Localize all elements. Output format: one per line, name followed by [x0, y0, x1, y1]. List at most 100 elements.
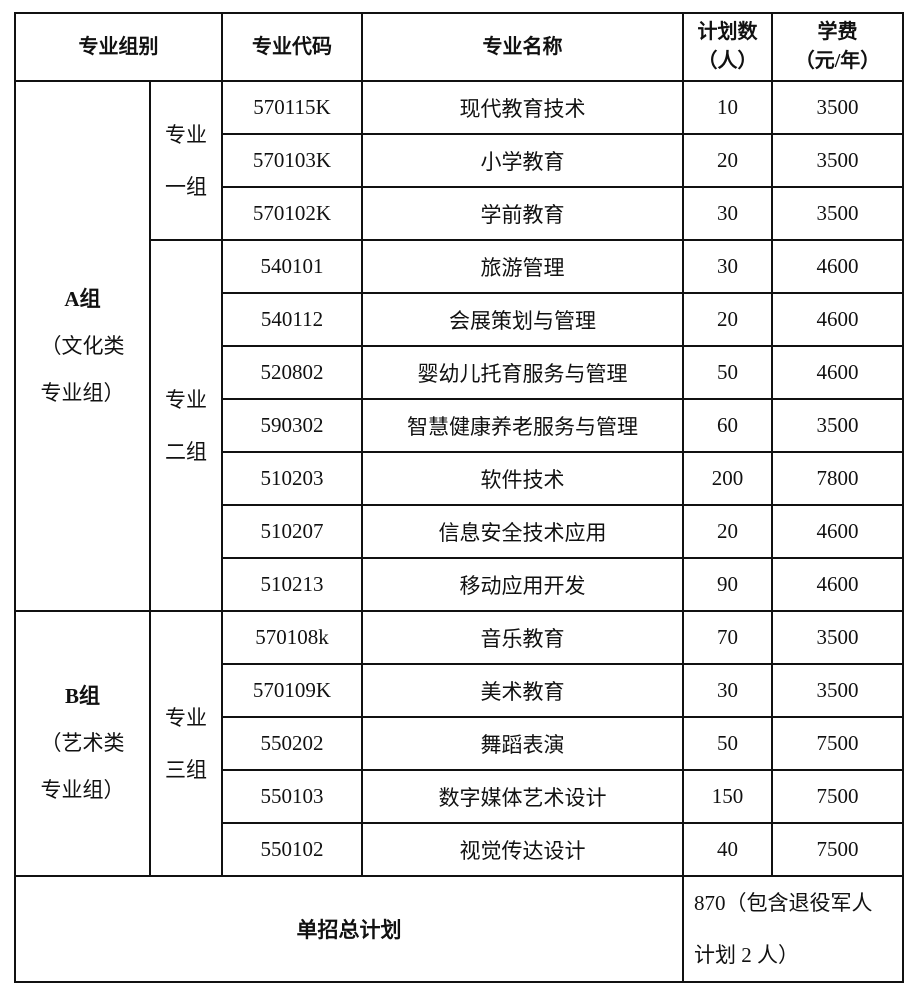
table-row: 570103K 小学教育 20 3500	[15, 133, 904, 188]
header-row: 专业组别 专业代码 专业名称 计划数 （人） 学费 （元/年）	[14, 12, 904, 82]
major-name: 视觉传达设计	[361, 822, 684, 877]
table-row: 570102K 学前教育 30 3500	[15, 186, 904, 241]
major-name: 美术教育	[361, 663, 684, 718]
table-row: 510213 移动应用开发 90 4600	[15, 557, 904, 612]
major-name: 舞蹈表演	[361, 716, 684, 771]
major-name: 数字媒体艺术设计	[361, 769, 684, 824]
plan-count: 30	[682, 663, 773, 718]
group-label-line: 专业组）	[40, 778, 125, 802]
table-row: 570109K 美术教育 30 3500	[15, 663, 904, 718]
plan-count: 20	[682, 292, 773, 347]
header-plan: 计划数 （人）	[682, 12, 773, 82]
subgroup-label-line: 专业	[165, 705, 207, 730]
tuition-fee: 4600	[771, 557, 904, 612]
plan-count: 10	[682, 80, 773, 135]
major-name: 旅游管理	[361, 239, 684, 294]
group-label-line: （艺术类	[40, 731, 125, 755]
major-code: 570102K	[221, 186, 363, 241]
group-label-line: A组	[64, 286, 101, 311]
group-label-line: B组	[64, 684, 100, 708]
tuition-fee: 3500	[771, 610, 904, 665]
plan-count: 50	[682, 345, 773, 400]
major-code: 590302	[221, 398, 363, 453]
major-name: 智慧健康养老服务与管理	[361, 398, 684, 453]
group-label-line: （文化类	[40, 333, 125, 358]
table-row: B组 （艺术类 专业组） 专业 三组 570108k 音乐教育 70 3500	[14, 610, 904, 877]
plan-count: 20	[682, 133, 773, 188]
header-group: 专业组别	[14, 12, 223, 82]
plan-count: 150	[682, 769, 773, 824]
major-code: 510213	[221, 557, 363, 612]
tuition-fee: 7500	[771, 769, 904, 824]
major-code: 570108k	[221, 610, 363, 665]
major-code: 550202	[221, 716, 363, 771]
enrollment-plan-table: 专业组别 专业代码 专业名称 计划数 （人） 学费 （元/年） A组 （文化类专业组）…	[14, 12, 904, 983]
plan-count: 40	[682, 822, 773, 877]
tuition-fee: 4600	[771, 345, 904, 400]
plan-count: 20	[682, 504, 773, 559]
plan-count: 30	[682, 186, 773, 241]
table-row: 550102 视觉传达设计 40 7500	[15, 822, 904, 877]
header-code: 专业代码	[221, 12, 363, 82]
major-code: 570115K	[221, 80, 363, 135]
plan-count: 90	[682, 557, 773, 612]
major-code: 510203	[221, 451, 363, 506]
tuition-fee: 3500	[771, 663, 904, 718]
table-row: 540112 会展策划与管理 20 4600	[15, 292, 904, 347]
total-row: 单招总计划 870（包含退役军人 计划 2 人）	[14, 875, 904, 983]
tuition-fee: 3500	[771, 133, 904, 188]
major-code: 570109K	[221, 663, 363, 718]
group-cell: A组 （文化类专业组）	[14, 80, 151, 612]
subgroup-cell: 专业 二组	[149, 239, 223, 612]
group-cell: B组 （艺术类专业组）	[14, 610, 151, 877]
group-label-line: 专业组）	[40, 380, 125, 405]
header-name: 专业名称	[361, 12, 684, 82]
major-name: 软件技术	[361, 451, 684, 506]
major-code: 520802	[221, 345, 363, 400]
subgroup-label-line: 一组	[165, 174, 207, 199]
table-row: 510203 软件技术 200 7800	[15, 451, 904, 506]
major-name: 婴幼儿托育服务与管理	[361, 345, 684, 400]
major-name: 会展策划与管理	[361, 292, 684, 347]
table-row: 590302 智慧健康养老服务与管理 60 3500	[15, 398, 904, 453]
major-name: 信息安全技术应用	[361, 504, 684, 559]
header-fee-unit: （元/年）	[794, 50, 881, 72]
tuition-fee: 7500	[771, 822, 904, 877]
major-code: 540112	[221, 292, 363, 347]
header-fee-line: 学费	[817, 21, 858, 43]
plan-count: 50	[682, 716, 773, 771]
total-label: 单招总计划	[14, 875, 684, 983]
major-code: 570103K	[221, 133, 363, 188]
subgroup-cell: 专业 三组	[149, 610, 223, 877]
header-plan-line: 计划数	[697, 21, 758, 43]
tuition-fee: 3500	[771, 186, 904, 241]
plan-count: 70	[682, 610, 773, 665]
table-row: 520802 婴幼儿托育服务与管理 50 4600	[15, 345, 904, 400]
table-row: A组 （文化类 专业组） 专业 一组 570115K 现代教育技术 10 3500	[14, 80, 904, 612]
header-fee: 学费 （元/年）	[771, 12, 904, 82]
subgroup-cell: 专业 一组	[149, 80, 223, 241]
major-name: 学前教育	[361, 186, 684, 241]
plan-count: 60	[682, 398, 773, 453]
table-row: 510207 信息安全技术应用 20 4600	[15, 504, 904, 559]
tuition-fee: 4600	[771, 292, 904, 347]
major-code: 550103	[221, 769, 363, 824]
plan-count: 200	[682, 451, 773, 506]
subgroup-label-line: 二组	[165, 439, 207, 464]
tuition-fee: 3500	[771, 80, 904, 135]
subgroup-label-line: 专业	[165, 122, 207, 147]
table-row: 550103 数字媒体艺术设计 150 7500	[15, 769, 904, 824]
tuition-fee: 7800	[771, 451, 904, 506]
tuition-fee: 4600	[771, 239, 904, 294]
total-value: 870（包含退役军人 计划 2 人）	[682, 875, 904, 983]
header-plan-unit: （人）	[697, 50, 758, 72]
major-name: 现代教育技术	[361, 80, 684, 135]
tuition-fee: 3500	[771, 398, 904, 453]
table-body: A组 （文化类 专业组） 专业 一组 570115K 现代教育技术 10 3500 570103K…	[14, 80, 904, 877]
major-code: 510207	[221, 504, 363, 559]
major-name: 移动应用开发	[361, 557, 684, 612]
table-row: 专业 二组 540101 旅游管理 30 4600	[15, 239, 904, 612]
tuition-fee: 7500	[771, 716, 904, 771]
total-value-line: 870（包含退役军人	[694, 891, 873, 915]
plan-count: 30	[682, 239, 773, 294]
